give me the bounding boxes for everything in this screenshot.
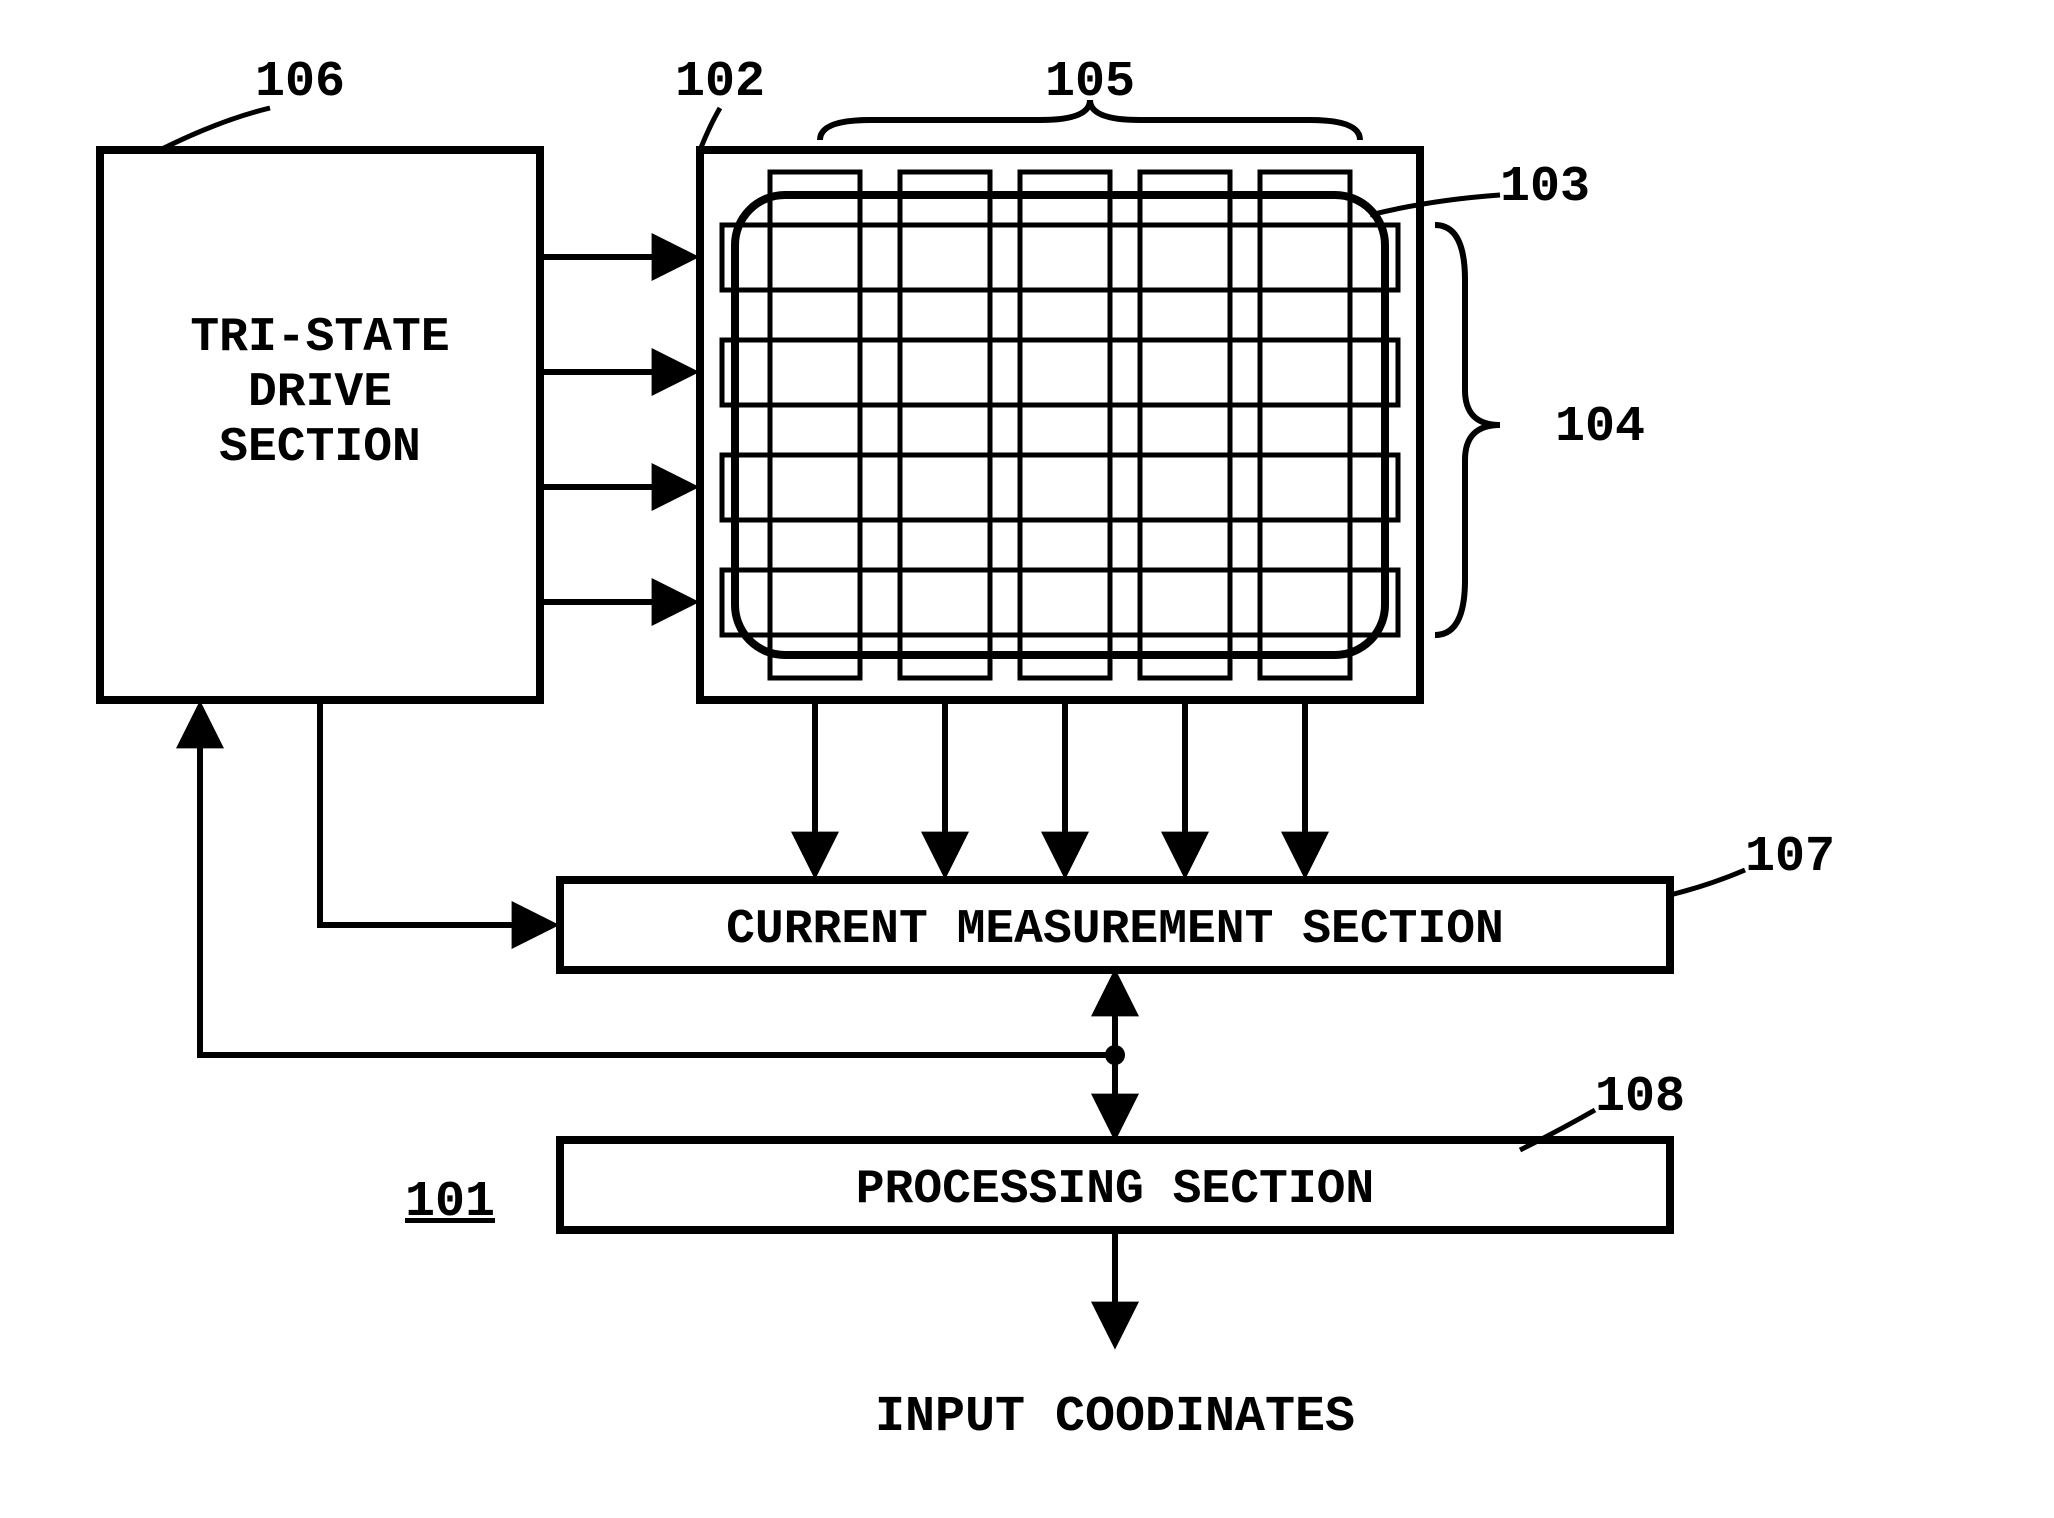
tri-state-line2: DRIVE [248,366,392,420]
leader-106 [160,108,270,150]
leader-102 [700,108,720,150]
label-102: 102 [675,54,765,111]
output-label: INPUT COODINATES [875,1389,1355,1446]
label-108: 108 [1595,1069,1685,1126]
label-106: 106 [255,54,345,111]
current-label: CURRENT MEASUREMENT SECTION [726,903,1504,957]
leader-107 [1670,870,1745,895]
brace-104 [1435,225,1500,635]
label-107: 107 [1745,829,1835,886]
tri-state-line1: TRI-STATE [190,311,449,365]
tri-state-line3: SECTION [219,421,421,475]
inner-panel [735,195,1385,655]
leader-103 [1370,195,1500,215]
label-103: 103 [1500,159,1590,216]
panel-block [700,150,1420,700]
label-101: 101 [405,1174,495,1231]
brace-105 [820,100,1360,140]
horizontal-electrodes [722,225,1398,635]
label-104: 104 [1555,399,1645,456]
block-diagram: TRI-STATE DRIVE SECTION CURRENT MEASUREM… [0,0,2054,1518]
drive-arrows [540,257,690,602]
tri-to-current [320,700,550,925]
vertical-electrodes [770,172,1350,678]
sense-arrows [815,700,1305,870]
processing-label: PROCESSING SECTION [856,1163,1374,1217]
